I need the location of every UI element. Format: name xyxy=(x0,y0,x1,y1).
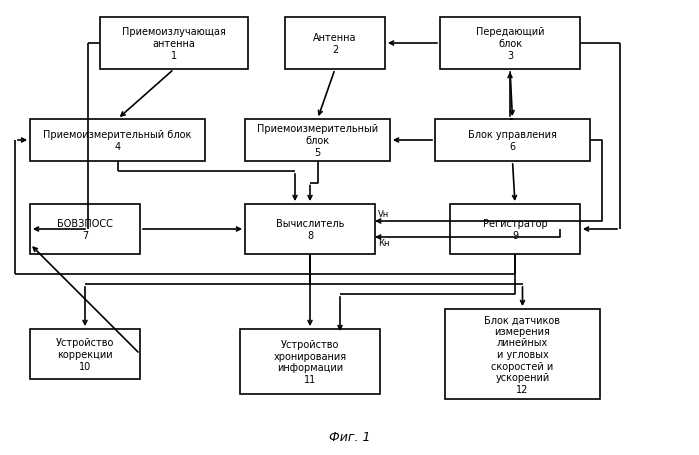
Text: БОВЗПОСС
7: БОВЗПОСС 7 xyxy=(57,219,113,240)
Bar xyxy=(445,309,600,399)
Text: Передающий
блок
3: Передающий блок 3 xyxy=(476,27,545,61)
Bar xyxy=(440,18,580,70)
Text: Приемоизлучающая
антенна
1: Приемоизлучающая антенна 1 xyxy=(122,27,226,61)
Bar xyxy=(30,120,205,162)
Text: Vн: Vн xyxy=(378,210,389,218)
Bar xyxy=(100,18,248,70)
Text: Приемоизмерительный
блок
5: Приемоизмерительный блок 5 xyxy=(257,124,378,157)
Text: Блок датчиков
измерения
линейных
и угловых
скоростей и
ускорений
12: Блок датчиков измерения линейных и углов… xyxy=(484,314,561,394)
Text: Кн: Кн xyxy=(378,238,389,248)
Bar xyxy=(30,329,140,379)
Bar xyxy=(240,329,380,394)
Text: Устройство
хронирования
информации
11: Устройство хронирования информации 11 xyxy=(273,339,347,384)
Bar xyxy=(30,205,140,254)
Text: Фиг. 1: Фиг. 1 xyxy=(329,430,370,444)
Text: Антенна
2: Антенна 2 xyxy=(313,33,356,55)
Text: Вычислитель
8: Вычислитель 8 xyxy=(276,219,344,240)
Bar xyxy=(245,120,390,162)
Bar xyxy=(450,205,580,254)
Text: Устройство
коррекции
10: Устройство коррекции 10 xyxy=(56,338,114,371)
Bar xyxy=(245,205,375,254)
Text: Блок управления
6: Блок управления 6 xyxy=(468,130,557,152)
Bar xyxy=(435,120,590,162)
Text: Регистратор
9: Регистратор 9 xyxy=(482,219,547,240)
Text: Приемоизмерительный блок
4: Приемоизмерительный блок 4 xyxy=(43,130,192,152)
Bar xyxy=(285,18,385,70)
